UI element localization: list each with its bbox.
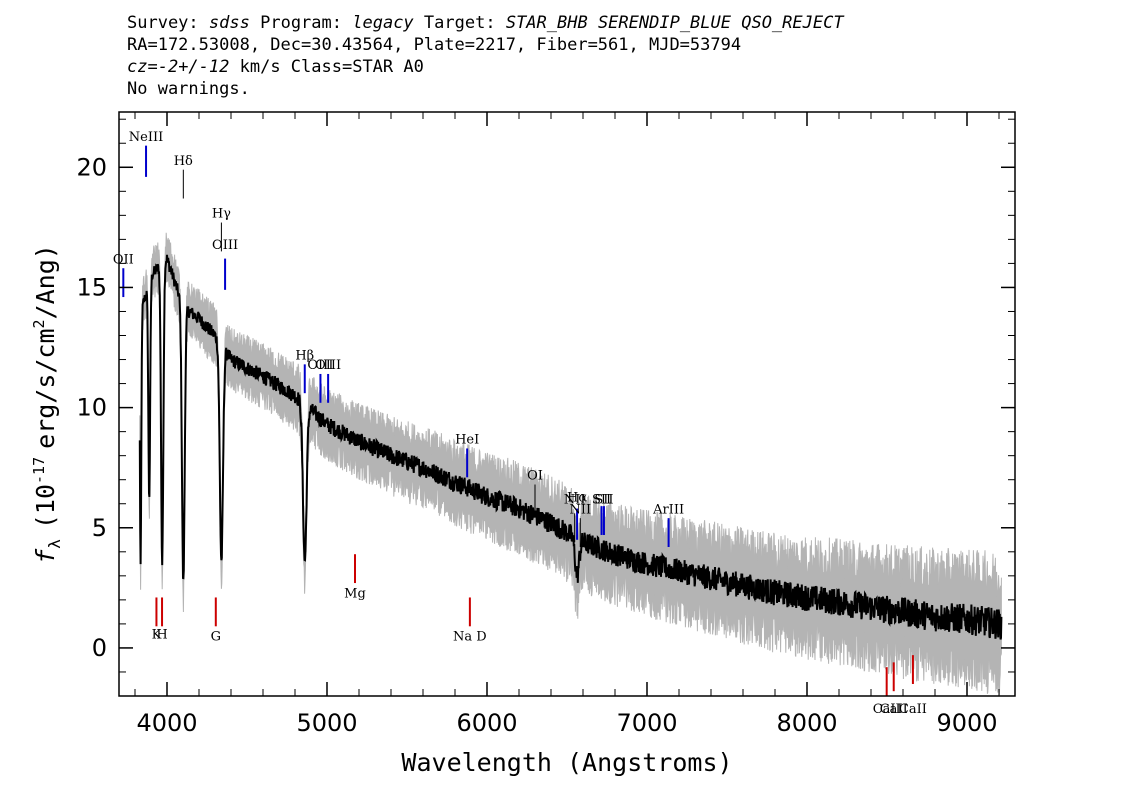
program-label: Program: <box>260 13 342 33</box>
line-markers: OIINeIIIHδHγOIIIHβOIIIOIIIHeIOINIIHαNIIS… <box>113 130 927 717</box>
cz-unit-class: km/s Class=STAR A0 <box>239 57 424 77</box>
y-tick-label: 0 <box>92 634 107 662</box>
header-line-warnings: No warnings. <box>127 79 250 99</box>
header-line-survey: Survey: sdss Program: legacy Target: STA… <box>127 12 1117 34</box>
y-tick-label: 20 <box>76 153 107 181</box>
header-line-redshift: cz=-2+/-12 km/s Class=STAR A0 <box>127 56 1117 78</box>
line-marker-label: G <box>211 630 221 645</box>
noise-band-area <box>139 232 1002 695</box>
line-marker-label: SII <box>594 493 613 508</box>
y-axis-symbol: f <box>31 548 60 564</box>
line-marker-label: OI <box>527 469 543 484</box>
header-line-coordinates: RA=172.53008, Dec=30.43564, Plate=2217, … <box>127 35 742 55</box>
plot-frame <box>118 111 1016 697</box>
y-axis-text-b: erg/s/cm <box>31 328 60 448</box>
line-marker-label: Na D <box>453 630 487 645</box>
line-marker-label: K <box>152 627 162 642</box>
line-marker-label: Mg <box>344 586 366 601</box>
line-marker-label: ArIII <box>652 502 684 517</box>
y-axis-text-c: /Ang) <box>31 244 60 319</box>
y-axis-subscript: λ <box>45 539 64 549</box>
line-marker-label: OIII <box>307 358 333 373</box>
survey-value: sdss <box>208 13 250 33</box>
target-value: STAR_BHB SERENDIP_BLUE QSO_REJECT <box>505 13 844 33</box>
line-marker-label: CaII <box>873 702 901 717</box>
line-marker-label: Hβ <box>295 349 314 364</box>
y-tick-label: 10 <box>76 394 107 422</box>
x-tick-label: 7000 <box>616 709 677 737</box>
x-tick-label: 9000 <box>936 709 997 737</box>
x-tick-label: 5000 <box>296 709 357 737</box>
line-marker-label: CaII <box>899 702 927 717</box>
y-axis-exponent-2: 2 <box>30 319 48 328</box>
x-tick-label: 6000 <box>456 709 517 737</box>
spectrum-header: Survey: sdss Program: legacy Target: STA… <box>127 12 1117 100</box>
line-marker-label: Hγ <box>212 207 231 222</box>
line-marker-label: NeIII <box>129 130 163 145</box>
cz-value: =-2+/-12 <box>147 57 230 77</box>
x-axis-title: Wavelength (Angstroms) <box>401 748 732 777</box>
line-marker-label: Hα <box>567 490 587 505</box>
y-tick-label: 15 <box>76 273 107 301</box>
line-marker-label: SII <box>592 493 611 508</box>
line-marker-label: H <box>156 627 167 642</box>
survey-label: Survey: <box>127 13 199 33</box>
line-marker-label: OIII <box>315 358 341 373</box>
y-tick-label: 5 <box>92 514 107 542</box>
y-axis-exponent: -17 <box>30 457 48 484</box>
x-tick-label: 4000 <box>136 709 197 737</box>
line-marker-label: NII <box>564 493 586 508</box>
y-axis-title: fλ (10-17 erg/s/cm2/Ang) <box>30 244 64 564</box>
flux-line <box>138 254 1003 640</box>
line-marker-label: HeI <box>455 433 479 448</box>
line-marker-label: Hδ <box>174 154 193 169</box>
noise-band <box>139 232 1002 695</box>
line-marker-label: NII <box>569 502 591 517</box>
axis-ticks: 4000 5000 6000 7000 8000 9000 0 5 10 15 20 <box>76 112 1015 737</box>
line-marker-label: CaII <box>880 702 908 717</box>
x-tick-label: 8000 <box>776 709 837 737</box>
cz-label: cz <box>127 57 148 77</box>
program-value: legacy <box>352 13 414 33</box>
y-axis-text-a: (10 <box>31 484 60 529</box>
line-marker-label: OIII <box>212 238 238 253</box>
line-marker-label: OII <box>113 252 134 267</box>
target-label: Target: <box>423 13 496 33</box>
flux-series <box>138 254 1003 640</box>
